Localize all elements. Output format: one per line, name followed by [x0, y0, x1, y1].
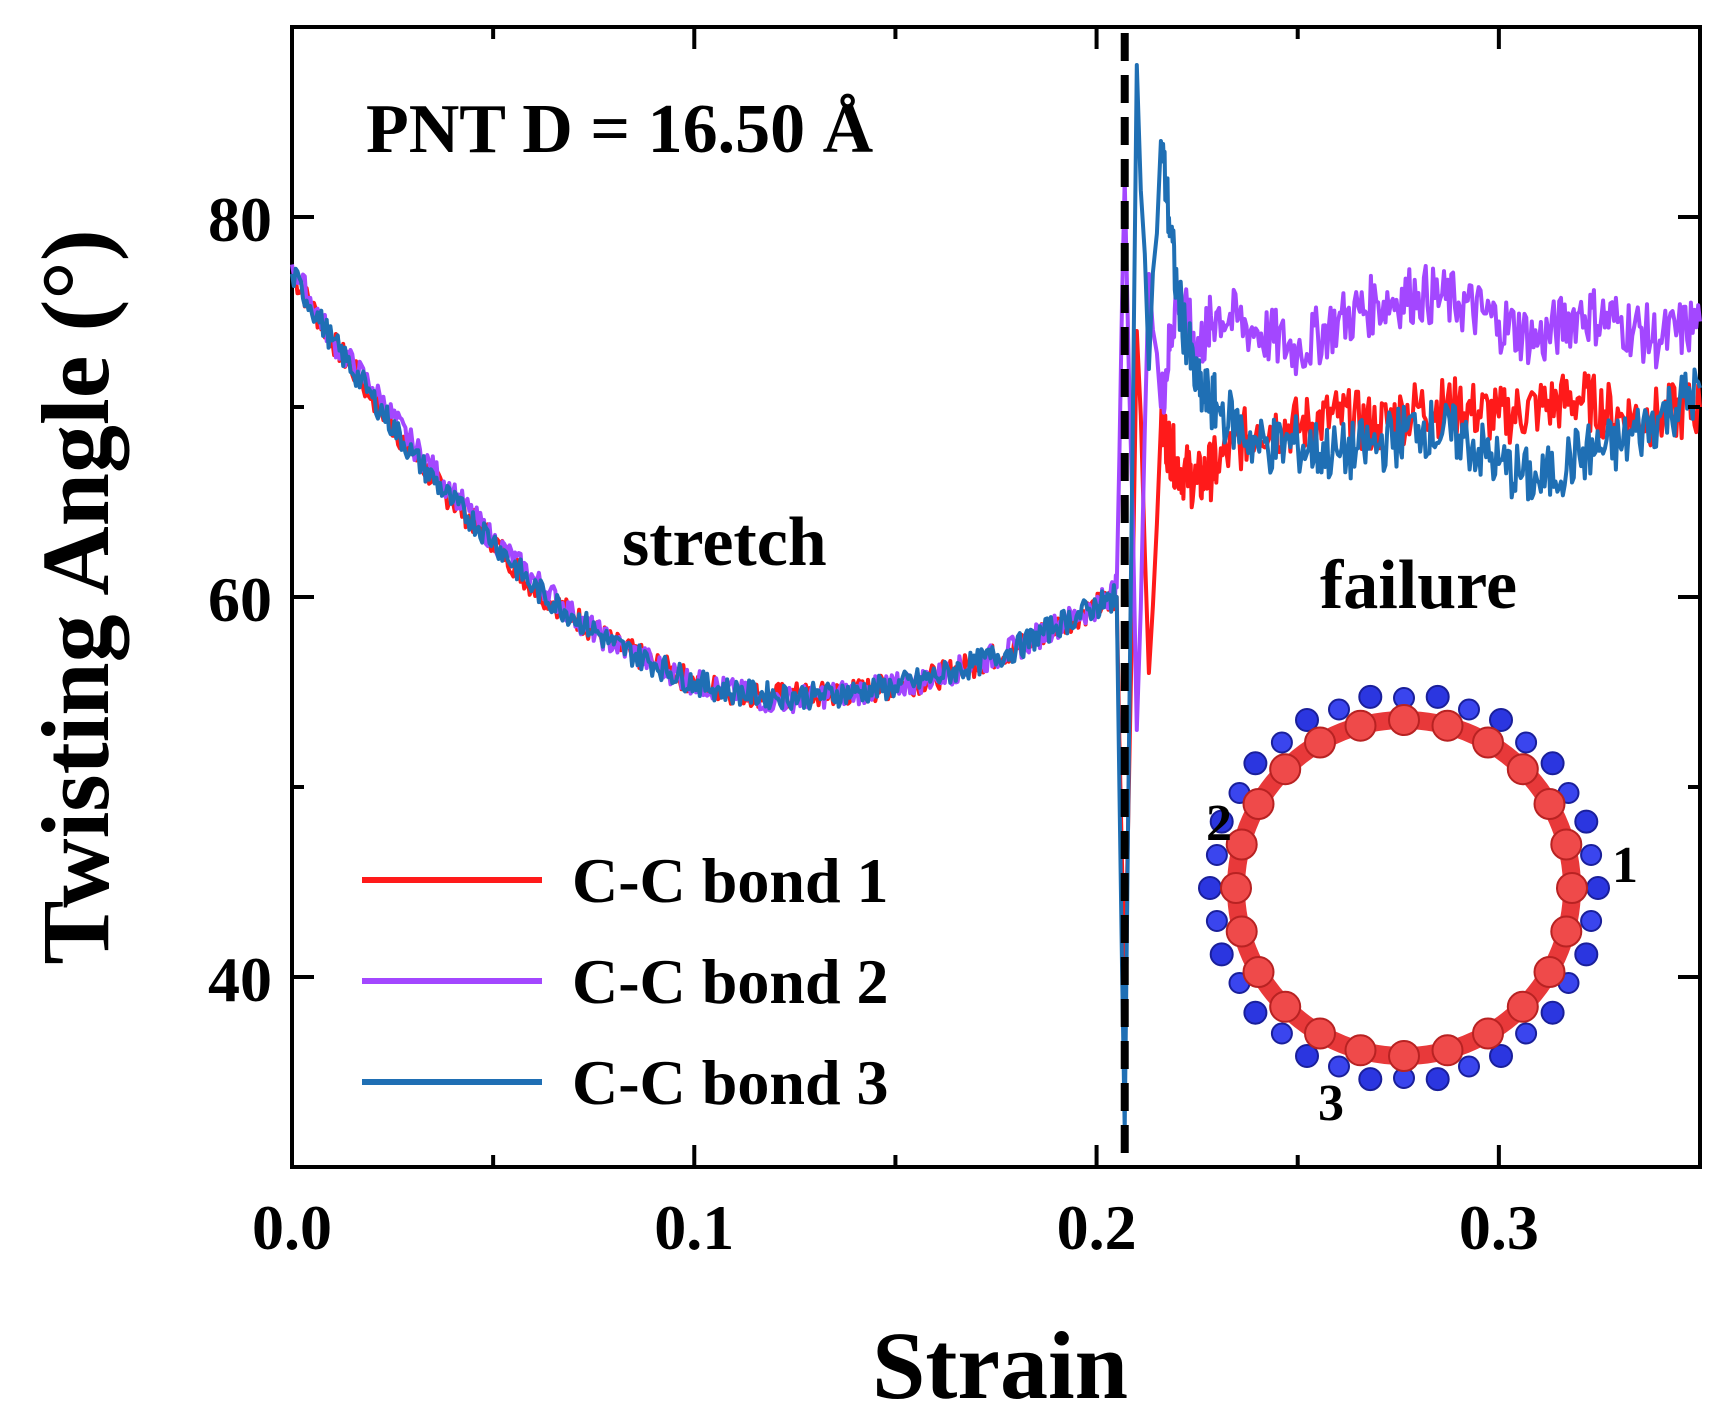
inset-atom-c [1472, 1017, 1504, 1050]
inset-atom-c [1388, 704, 1420, 736]
x-tick-label: 0.0 [252, 1192, 332, 1263]
inset-atom-h [1358, 1067, 1383, 1092]
inset-atom-h [1458, 698, 1480, 721]
inset-atom-h [1574, 809, 1599, 834]
inset-atom-h [1540, 1000, 1565, 1025]
inset-atom-c [1533, 788, 1566, 820]
inset-atom-c [1304, 726, 1336, 759]
inset-atom-c [1431, 1034, 1464, 1067]
inset-atom-h [1205, 910, 1228, 932]
x-tick-label: 0.1 [654, 1192, 734, 1263]
inset-label-3: 3 [1318, 1075, 1344, 1132]
inset-atom-c [1242, 956, 1275, 988]
inset-atom-c [1269, 753, 1302, 786]
inset-atom-c [1220, 872, 1252, 904]
inset-atom-h [1580, 844, 1603, 866]
inset-atom-h [1574, 942, 1599, 967]
inset-atom-c [1550, 915, 1583, 948]
inset-atom-h [1580, 910, 1603, 932]
series-line-bond-3 [290, 63, 1702, 1131]
inset-atom-h [1295, 708, 1319, 732]
inset-label-1: 1 [1612, 837, 1638, 894]
inset-atom-h [1425, 1067, 1450, 1092]
inset-atom-h [1205, 844, 1228, 866]
inset-atom-h [1540, 751, 1565, 776]
inset-atom-c [1304, 1017, 1336, 1050]
inset-atom-h [1198, 876, 1222, 900]
inset-atom-h [1515, 731, 1538, 754]
inset-atom-c [1388, 1040, 1420, 1072]
x-tick-label: 0.3 [1459, 1192, 1539, 1263]
inset-atom-c [1344, 1034, 1377, 1067]
inset-atom-c [1344, 709, 1377, 742]
inset-atom-h [1328, 1055, 1350, 1078]
inset-atom-c [1550, 828, 1583, 861]
inset-atom-h [1328, 698, 1350, 721]
x-axis-ticks: 0.0 0.1 0.2 0.3 [252, 27, 1539, 1263]
inset-atom-c [1431, 709, 1464, 742]
inset-atom-h [1425, 684, 1450, 709]
inset-atom-h [1489, 708, 1513, 732]
x-axis-title: Strain [872, 1312, 1128, 1419]
system-annotation: PNT D = 16.50 Å [366, 91, 874, 168]
inset-atom-h [1458, 1055, 1480, 1078]
x-tick-label: 0.2 [1057, 1192, 1137, 1263]
failure-annotation: failure [1320, 547, 1517, 624]
y-axis-title: Twisting Angle (°) [22, 229, 129, 964]
inset-atom-c [1225, 828, 1258, 861]
inset-nanotube-ring [1198, 684, 1610, 1092]
legend: C-C bond 1 C-C bond 2 C-C bond 3 [362, 845, 889, 1118]
inset-atom-c [1269, 990, 1302, 1023]
inset-atom-c [1472, 726, 1504, 759]
inset-atom-h [1515, 1022, 1538, 1045]
y-tick-label: 80 [208, 184, 272, 255]
inset-atom-h [1586, 876, 1610, 900]
inset-atom-h [1270, 731, 1293, 754]
series-line-bond-1 [290, 273, 1702, 998]
inset-atom-h [1243, 1000, 1268, 1025]
inset-atom-c [1225, 915, 1258, 948]
inset-atom-c [1506, 753, 1539, 786]
inset-atom-h [1489, 1044, 1513, 1068]
inset-atom-c [1242, 788, 1275, 820]
inset-atom-h [1243, 751, 1268, 776]
inset-atom-h [1209, 942, 1234, 967]
stretch-annotation: stretch [622, 504, 827, 581]
inset-label-2: 2 [1206, 795, 1232, 852]
inset-atom-h [1270, 1022, 1293, 1045]
inset-atom-c [1533, 956, 1566, 988]
legend-label-bond-3: C-C bond 3 [572, 1047, 889, 1118]
legend-label-bond-1: C-C bond 1 [572, 845, 889, 916]
legend-label-bond-2: C-C bond 2 [572, 946, 889, 1017]
inset-atom-h [1358, 684, 1383, 709]
inset-atom-c [1506, 990, 1539, 1023]
inset-atom-h [1209, 809, 1234, 834]
inset-atom-c [1556, 872, 1588, 904]
inset-atom-h [1295, 1044, 1319, 1068]
y-tick-label: 40 [208, 944, 272, 1015]
series-layer [290, 63, 1702, 1131]
y-tick-label: 60 [208, 564, 272, 635]
y-axis-ticks: 40 60 80 [208, 184, 1700, 1015]
